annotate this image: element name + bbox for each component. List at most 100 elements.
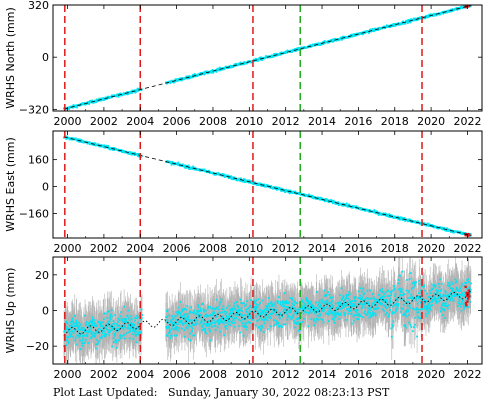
data-point: [350, 34, 353, 37]
data-point: [398, 23, 400, 26]
data-point: [386, 213, 389, 216]
data-point: [284, 52, 287, 55]
data-point: [277, 186, 280, 189]
data-point: [98, 97, 101, 100]
data-point: [235, 62, 237, 65]
data-point: [331, 40, 334, 43]
data-point: [417, 220, 419, 223]
x-tick-label: 2012: [272, 242, 300, 255]
x-tick-label: 2004: [126, 115, 154, 128]
data-point: [311, 196, 314, 199]
data-point: [188, 75, 191, 78]
data-point: [327, 199, 330, 202]
data-point: [65, 137, 68, 140]
data-point: [259, 182, 262, 185]
plot-area: [63, 135, 472, 237]
data-point: [133, 154, 136, 156]
data-point: [116, 94, 119, 97]
data-point: [391, 214, 393, 217]
data-point: [296, 49, 299, 51]
data-point: [373, 209, 376, 211]
data-point: [85, 140, 88, 143]
data-point: [65, 108, 68, 111]
data-point: [395, 23, 398, 26]
data-point: [377, 29, 379, 32]
data-point: [68, 107, 71, 110]
data-point: [445, 230, 448, 232]
data-point: [409, 20, 412, 23]
data-point: [199, 71, 202, 74]
data-point: [188, 168, 191, 170]
data-point: [140, 155, 143, 158]
data-point: [351, 35, 354, 38]
data-point: [113, 147, 116, 149]
data-point: [129, 92, 132, 95]
y-axis-label: WRHS East (mm): [4, 137, 17, 232]
data-point: [429, 13, 432, 15]
data-point: [172, 81, 175, 84]
data-point: [221, 67, 224, 69]
data-point: [251, 180, 253, 183]
data-point: [76, 139, 79, 142]
data-point: [97, 143, 100, 146]
data-point: [89, 143, 91, 146]
data-point: [203, 73, 206, 76]
data-point: [206, 70, 209, 73]
data-point: [442, 12, 445, 15]
data-point: [368, 31, 371, 34]
data-point: [136, 87, 139, 90]
data-point: [334, 202, 337, 205]
data-point: [241, 180, 244, 183]
data-point: [406, 220, 409, 223]
data-point: [412, 17, 415, 20]
data-point: [427, 16, 430, 18]
data-point: [278, 186, 281, 189]
data-point: [388, 213, 391, 216]
data-point: [469, 233, 472, 235]
data-point: [107, 144, 109, 147]
data-point: [181, 78, 184, 81]
data-point: [269, 186, 272, 189]
data-point: [393, 24, 396, 26]
data-point: [101, 144, 104, 147]
data-point: [93, 144, 95, 147]
data-point: [450, 8, 453, 11]
data-point: [239, 178, 241, 181]
data-point: [238, 177, 241, 180]
data-point: [402, 20, 405, 23]
data-point: [134, 91, 137, 94]
x-tick-label: 2002: [90, 242, 118, 255]
data-point: [198, 74, 201, 76]
data-point: [215, 70, 218, 73]
data-point: [451, 231, 454, 234]
data-point: [342, 202, 344, 205]
data-point: [443, 227, 446, 230]
data-point: [375, 210, 378, 213]
data-point: [190, 166, 193, 169]
data-point: [138, 153, 141, 156]
data-point: [80, 139, 83, 141]
data-point: [111, 146, 114, 149]
data-point: [242, 63, 245, 66]
data-point: [193, 73, 196, 75]
data-point: [239, 179, 242, 182]
data-point: [291, 51, 293, 53]
data-point: [361, 32, 363, 35]
data-point: [253, 183, 255, 186]
data-point: [376, 210, 379, 213]
data-point: [308, 193, 310, 196]
data-point: [74, 106, 77, 108]
data-point: [340, 36, 343, 39]
data-point: [432, 225, 435, 227]
data-point: [397, 215, 399, 218]
data-point: [243, 178, 246, 181]
y-tick-label: −320: [19, 103, 49, 116]
data-point: [288, 192, 291, 195]
data-point: [261, 58, 264, 61]
data-point: [242, 178, 245, 180]
data-point: [441, 226, 444, 229]
data-point: [426, 224, 429, 227]
x-tick-label: 2018: [381, 242, 409, 255]
data-point: [426, 222, 429, 225]
